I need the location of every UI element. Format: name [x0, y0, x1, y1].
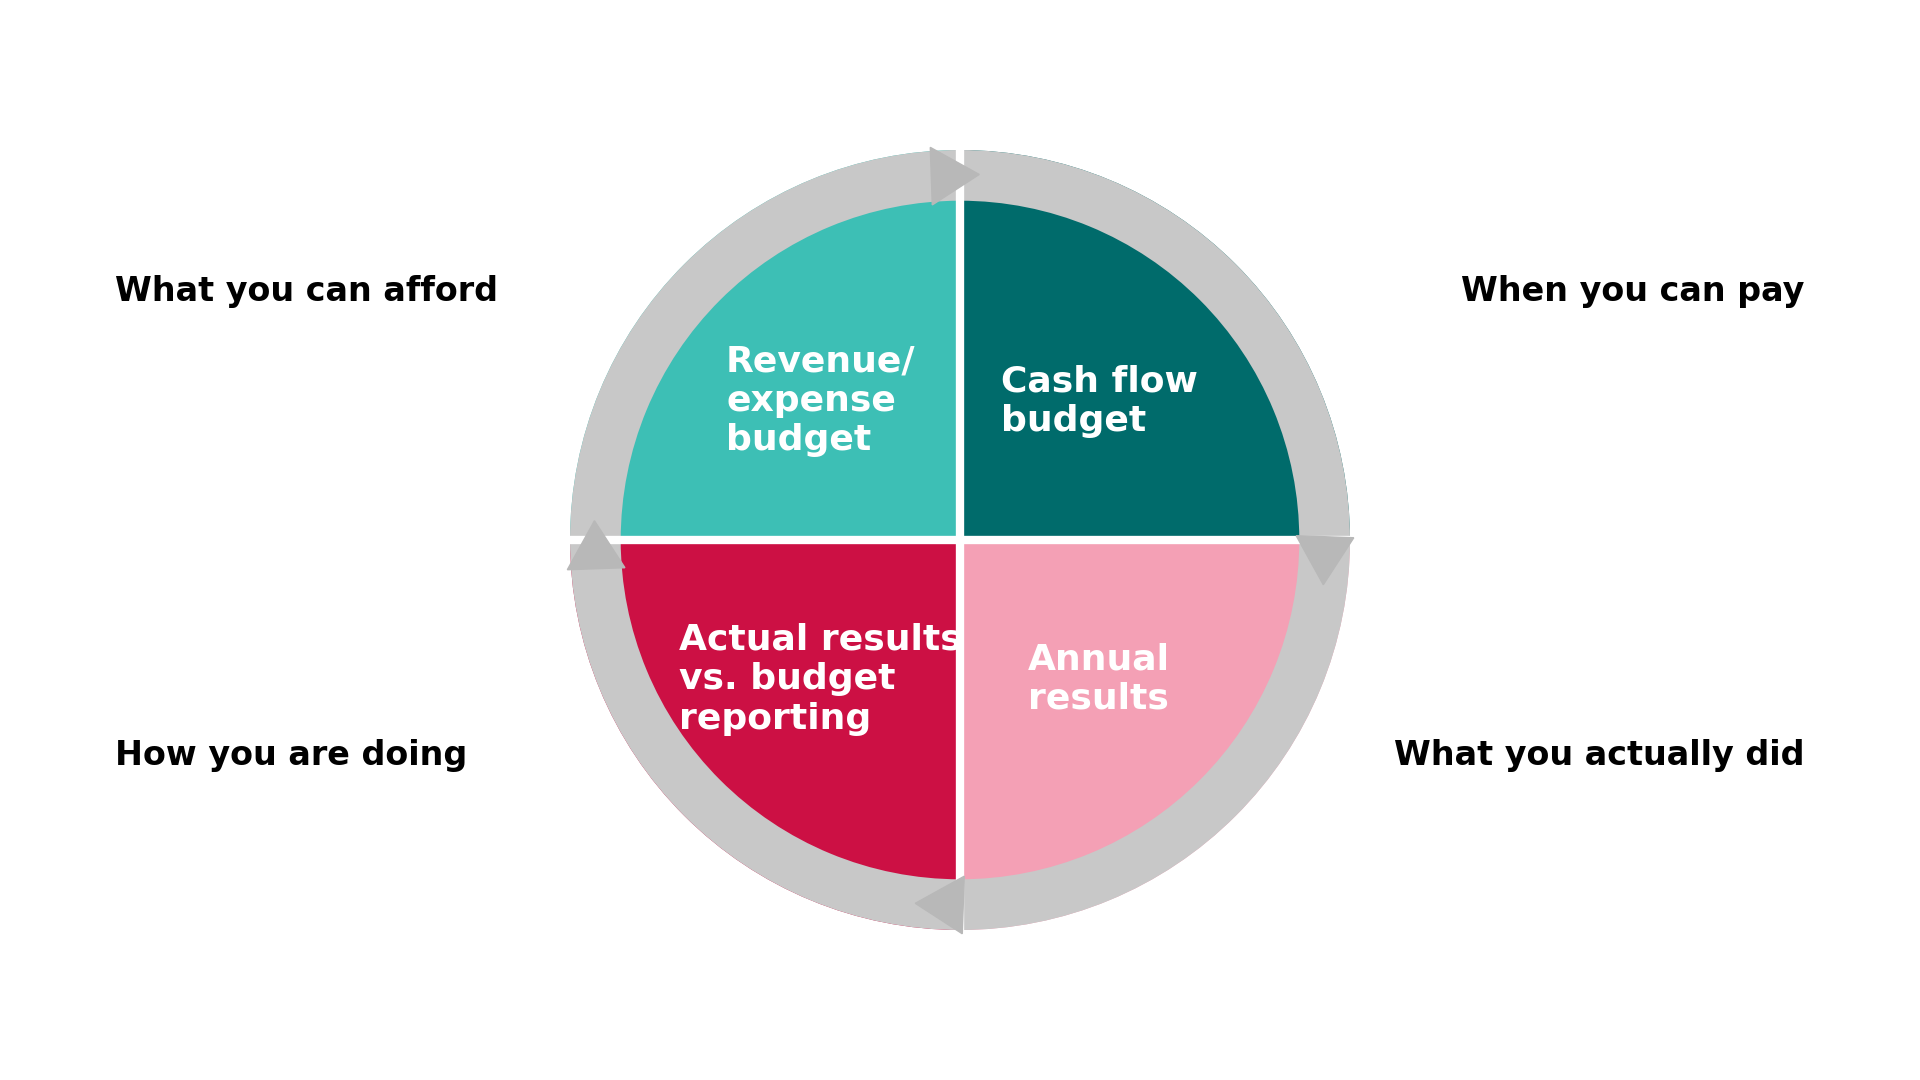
Wedge shape [570, 540, 960, 930]
Polygon shape [931, 147, 979, 205]
Text: Annual
results: Annual results [1027, 643, 1169, 716]
Wedge shape [960, 150, 1350, 540]
Text: Revenue/
expense
budget: Revenue/ expense budget [726, 345, 916, 457]
Wedge shape [570, 150, 960, 540]
Polygon shape [566, 521, 624, 570]
Text: How you are doing: How you are doing [115, 740, 467, 772]
Polygon shape [1296, 536, 1354, 584]
Text: What you can afford: What you can afford [115, 275, 497, 308]
Polygon shape [916, 876, 964, 934]
Wedge shape [960, 540, 1350, 930]
Text: Actual results
vs. budget
reporting: Actual results vs. budget reporting [680, 623, 962, 735]
Text: What you actually did: What you actually did [1394, 740, 1805, 772]
Text: When you can pay: When you can pay [1461, 275, 1805, 308]
Text: Cash flow
budget: Cash flow budget [1000, 364, 1198, 437]
Wedge shape [570, 150, 1350, 930]
